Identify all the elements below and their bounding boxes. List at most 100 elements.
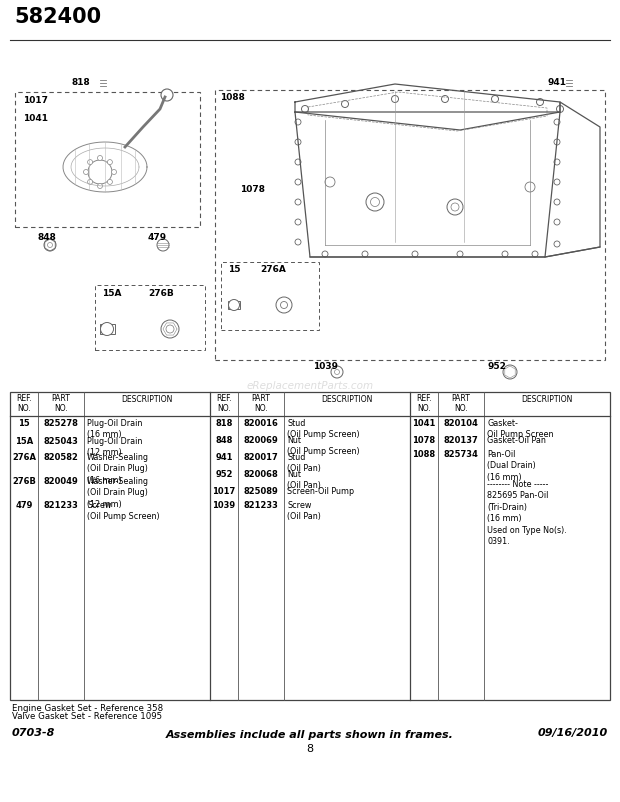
Text: 09/16/2010: 09/16/2010: [538, 728, 608, 738]
Circle shape: [536, 99, 544, 106]
Circle shape: [554, 159, 560, 165]
Circle shape: [97, 184, 102, 188]
Circle shape: [554, 241, 560, 247]
Text: 848: 848: [38, 233, 57, 242]
Text: 820582: 820582: [43, 453, 79, 462]
Text: DESCRIPTION: DESCRIPTION: [521, 395, 573, 404]
Circle shape: [295, 139, 301, 145]
Text: 825089: 825089: [244, 487, 278, 496]
Text: NO.: NO.: [417, 404, 431, 413]
Text: Assemblies include all parts shown in frames.: Assemblies include all parts shown in fr…: [166, 730, 454, 740]
Circle shape: [447, 199, 463, 215]
Text: Pan-Oil
(Dual Drain)
(16 mm): Pan-Oil (Dual Drain) (16 mm): [487, 450, 536, 482]
FancyBboxPatch shape: [215, 90, 605, 360]
Text: 1039: 1039: [313, 362, 338, 371]
Circle shape: [229, 299, 239, 310]
Circle shape: [525, 182, 535, 192]
Circle shape: [554, 179, 560, 185]
Text: 820069: 820069: [244, 436, 278, 445]
Text: 941: 941: [548, 78, 567, 87]
Circle shape: [295, 179, 301, 185]
Circle shape: [88, 160, 112, 184]
Text: Gasket-
Oil Pump Screen: Gasket- Oil Pump Screen: [487, 419, 554, 439]
Text: 825278: 825278: [43, 419, 79, 428]
Text: 952: 952: [487, 362, 506, 371]
Text: eReplacementParts.com: eReplacementParts.com: [246, 381, 374, 391]
Text: 276B: 276B: [148, 289, 174, 298]
Text: Screw
(Oil Pump Screen): Screw (Oil Pump Screen): [87, 501, 159, 521]
Text: Plug-Oil Drain
(12 mm): Plug-Oil Drain (12 mm): [87, 437, 143, 457]
Circle shape: [554, 219, 560, 225]
Circle shape: [295, 199, 301, 205]
Bar: [100, 324, 115, 334]
Text: 479: 479: [16, 501, 33, 510]
Circle shape: [557, 106, 564, 112]
Text: DESCRIPTION: DESCRIPTION: [321, 395, 373, 404]
Circle shape: [457, 251, 463, 257]
Circle shape: [325, 177, 335, 187]
FancyBboxPatch shape: [15, 92, 200, 227]
Text: 818: 818: [72, 78, 91, 87]
Circle shape: [371, 197, 379, 206]
Text: 952: 952: [215, 470, 232, 479]
Text: Screen-Oil Pump: Screen-Oil Pump: [287, 487, 354, 496]
Text: 8: 8: [306, 744, 314, 754]
Text: 821233: 821233: [43, 501, 79, 510]
Circle shape: [157, 239, 169, 251]
Text: DESCRIPTION: DESCRIPTION: [122, 395, 173, 404]
Text: 15: 15: [18, 419, 30, 428]
Text: 15A: 15A: [15, 437, 33, 446]
Circle shape: [107, 180, 112, 184]
Circle shape: [48, 242, 53, 248]
Text: Stud
(Oil Pump Screen): Stud (Oil Pump Screen): [287, 419, 360, 439]
Text: Nut
(Oil Pump Screen): Nut (Oil Pump Screen): [287, 436, 360, 456]
Text: REF.: REF.: [16, 394, 32, 403]
Text: REF.: REF.: [416, 394, 432, 403]
Circle shape: [107, 160, 112, 164]
Text: 820137: 820137: [444, 436, 479, 445]
Circle shape: [295, 239, 301, 245]
Circle shape: [492, 95, 498, 103]
Circle shape: [503, 365, 517, 379]
Circle shape: [331, 366, 343, 378]
Text: 1017: 1017: [23, 96, 48, 105]
Text: 820016: 820016: [244, 419, 278, 428]
Text: Engine Gasket Set - Reference 358: Engine Gasket Set - Reference 358: [12, 704, 163, 713]
Text: Screw
(Oil Pan): Screw (Oil Pan): [287, 501, 321, 521]
Circle shape: [84, 169, 89, 175]
Text: 848: 848: [215, 436, 232, 445]
Circle shape: [87, 160, 92, 164]
Circle shape: [44, 239, 56, 251]
Text: 582400: 582400: [14, 7, 101, 27]
Circle shape: [362, 251, 368, 257]
Circle shape: [391, 95, 399, 103]
Text: 15A: 15A: [102, 289, 122, 298]
Text: NO.: NO.: [17, 404, 31, 413]
Text: NO.: NO.: [254, 404, 268, 413]
Circle shape: [112, 169, 117, 175]
Circle shape: [441, 95, 448, 103]
Text: Valve Gasket Set - Reference 1095: Valve Gasket Set - Reference 1095: [12, 712, 162, 721]
Circle shape: [301, 106, 309, 112]
Text: 821233: 821233: [244, 501, 278, 510]
Circle shape: [322, 251, 328, 257]
Circle shape: [412, 251, 418, 257]
Text: 820068: 820068: [244, 470, 278, 479]
Text: 276A: 276A: [12, 453, 36, 462]
FancyBboxPatch shape: [95, 285, 205, 350]
Circle shape: [554, 119, 560, 125]
Text: -------- Note -----
825695 Pan-Oil
(Tri-Drain)
(16 mm)
Used on Type No(s).
0391.: -------- Note ----- 825695 Pan-Oil (Tri-…: [487, 480, 567, 546]
Circle shape: [532, 251, 538, 257]
Text: 820104: 820104: [443, 419, 479, 428]
Text: 276A: 276A: [260, 265, 286, 274]
Text: 1078: 1078: [240, 185, 265, 194]
Circle shape: [87, 180, 92, 184]
Text: REF.: REF.: [216, 394, 232, 403]
Circle shape: [366, 193, 384, 211]
Circle shape: [554, 139, 560, 145]
Text: 825734: 825734: [443, 450, 479, 459]
Text: 825043: 825043: [43, 437, 79, 446]
Circle shape: [295, 119, 301, 125]
Text: Nut
(Oil Pan): Nut (Oil Pan): [287, 470, 321, 491]
Text: 15: 15: [228, 265, 241, 274]
